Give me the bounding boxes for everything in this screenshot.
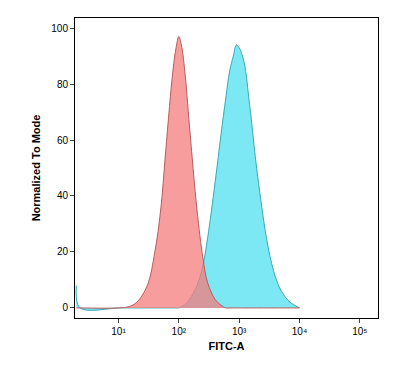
svg-text:20: 20 <box>57 246 69 257</box>
svg-text:10¹: 10¹ <box>111 326 126 337</box>
svg-text:60: 60 <box>57 135 69 146</box>
svg-text:0: 0 <box>62 302 68 313</box>
svg-text:10⁴: 10⁴ <box>292 326 307 337</box>
svg-text:Normalized To Mode: Normalized To Mode <box>30 115 42 222</box>
svg-text:100: 100 <box>51 23 68 34</box>
svg-text:10⁵: 10⁵ <box>352 326 367 337</box>
svg-text:40: 40 <box>57 190 69 201</box>
svg-text:10²: 10² <box>172 326 187 337</box>
svg-text:10³: 10³ <box>232 326 247 337</box>
svg-text:80: 80 <box>57 79 69 90</box>
svg-text:FITC-A: FITC-A <box>208 340 244 352</box>
